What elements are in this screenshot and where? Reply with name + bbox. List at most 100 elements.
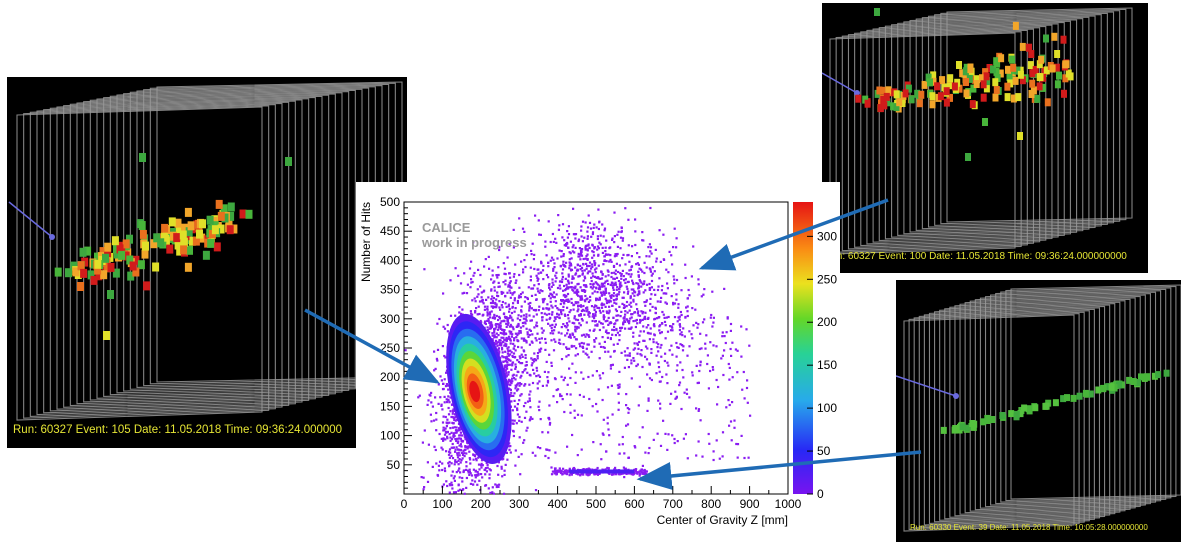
data-point bbox=[623, 306, 626, 309]
data-point bbox=[700, 347, 703, 350]
data-point bbox=[448, 465, 451, 468]
data-point bbox=[625, 424, 628, 427]
data-point bbox=[509, 359, 512, 362]
data-point bbox=[517, 388, 520, 391]
data-point bbox=[645, 300, 648, 303]
data-point bbox=[560, 326, 563, 329]
data-point bbox=[508, 310, 511, 313]
data-point bbox=[617, 392, 620, 395]
data-point bbox=[593, 340, 596, 343]
layer-plane bbox=[903, 16, 1090, 235]
hit-cell bbox=[1029, 69, 1036, 78]
data-point bbox=[508, 242, 511, 245]
data-point bbox=[431, 405, 434, 408]
data-point bbox=[574, 381, 577, 384]
data-point bbox=[635, 263, 638, 266]
data-point bbox=[682, 345, 685, 348]
data-point bbox=[513, 273, 516, 276]
hit-cell bbox=[874, 8, 880, 16]
data-point bbox=[607, 274, 610, 277]
data-point bbox=[662, 419, 665, 422]
layer-plane bbox=[946, 7, 1133, 223]
data-point bbox=[650, 274, 653, 277]
axis-marker bbox=[953, 393, 959, 399]
data-point bbox=[686, 305, 689, 308]
data-point bbox=[488, 316, 492, 319]
data-point bbox=[682, 327, 685, 330]
data-point bbox=[697, 381, 700, 384]
data-point bbox=[585, 468, 588, 471]
data-point bbox=[608, 299, 611, 302]
event-display-top-right-canvas bbox=[822, 7, 1133, 255]
hit-cell bbox=[126, 255, 134, 265]
data-point bbox=[553, 472, 556, 475]
hit-cell bbox=[1076, 392, 1083, 400]
data-point bbox=[576, 454, 579, 457]
data-point bbox=[539, 341, 542, 344]
data-point bbox=[562, 323, 565, 326]
data-point bbox=[593, 260, 596, 263]
data-point bbox=[590, 276, 593, 279]
data-point bbox=[604, 297, 607, 300]
data-point bbox=[604, 330, 608, 333]
data-point bbox=[503, 329, 506, 332]
hit-cell bbox=[184, 207, 192, 217]
data-point bbox=[465, 476, 468, 480]
data-point bbox=[457, 463, 460, 466]
data-point bbox=[644, 311, 647, 314]
data-point bbox=[505, 365, 508, 368]
data-point bbox=[505, 325, 508, 328]
data-point bbox=[611, 237, 614, 240]
data-point bbox=[550, 304, 553, 307]
hit-cell bbox=[1095, 386, 1102, 394]
data-point bbox=[748, 344, 751, 347]
hit-cell bbox=[181, 223, 188, 233]
data-point bbox=[567, 282, 570, 285]
data-point bbox=[553, 338, 556, 341]
data-point bbox=[619, 236, 623, 239]
data-point bbox=[525, 410, 528, 413]
hit-cell bbox=[87, 270, 95, 280]
hit-cell bbox=[180, 237, 188, 247]
data-point bbox=[627, 218, 630, 221]
data-point bbox=[555, 388, 558, 392]
data-point bbox=[537, 219, 540, 222]
data-point bbox=[525, 429, 528, 432]
data-point bbox=[446, 437, 449, 440]
data-point bbox=[585, 255, 588, 258]
data-point bbox=[634, 469, 637, 472]
data-point bbox=[528, 393, 531, 396]
data-point bbox=[551, 232, 554, 236]
data-point bbox=[623, 452, 626, 455]
data-point bbox=[675, 246, 678, 249]
data-point bbox=[559, 309, 562, 312]
data-point bbox=[573, 409, 576, 412]
data-point bbox=[492, 305, 495, 308]
data-point bbox=[610, 283, 613, 286]
data-point bbox=[472, 453, 475, 456]
data-point bbox=[725, 331, 728, 334]
data-point bbox=[493, 286, 496, 289]
hit-cell bbox=[174, 240, 182, 250]
data-point bbox=[712, 321, 715, 324]
layer-plane bbox=[36, 102, 283, 416]
data-point bbox=[545, 448, 548, 451]
data-point bbox=[570, 301, 573, 304]
data-point bbox=[445, 383, 448, 386]
data-point bbox=[615, 319, 618, 322]
data-point bbox=[552, 267, 555, 270]
data-point bbox=[535, 369, 539, 372]
data-point bbox=[561, 472, 564, 475]
data-point bbox=[583, 275, 586, 278]
data-point bbox=[612, 292, 616, 295]
data-point bbox=[447, 413, 451, 416]
data-point bbox=[638, 314, 642, 317]
data-point bbox=[539, 418, 542, 421]
data-point bbox=[453, 426, 456, 429]
hit-cell bbox=[994, 74, 1001, 82]
data-point bbox=[620, 226, 623, 230]
hit-cell bbox=[959, 423, 966, 431]
data-point bbox=[450, 438, 454, 441]
data-point bbox=[560, 313, 563, 316]
data-point bbox=[576, 301, 579, 304]
